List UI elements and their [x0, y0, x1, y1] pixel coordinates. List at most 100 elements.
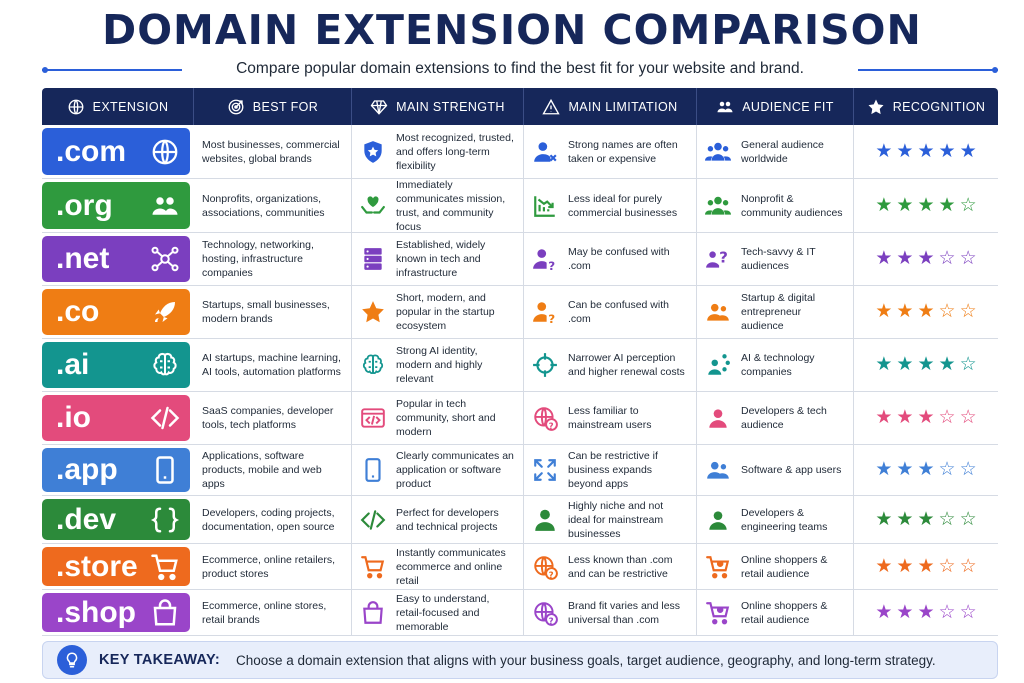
limitation-cell: Narrower AI perception and higher renewa…	[524, 339, 697, 391]
star-empty-icon: ☆	[938, 601, 956, 623]
header-label: RECOGNITION	[892, 99, 986, 114]
network-icon	[148, 242, 182, 276]
audience-text: Online shoppers & retail audience	[741, 553, 828, 580]
developer-icon	[705, 507, 731, 533]
extension-badge-shop: .shop	[42, 593, 190, 632]
limitation-text: May be confused with .com	[568, 246, 670, 272]
strength-text: Easy to understand, retail-focused and m…	[396, 592, 490, 633]
limitation-cell: ? Can be confused with .com	[524, 286, 697, 338]
extension-badge-dev: .dev	[42, 499, 190, 540]
diamond-icon	[370, 98, 388, 116]
audience-text: Tech-savvy & IT audiences	[741, 246, 816, 272]
table-row: .ai AI startups, machine learning, AI to…	[42, 339, 998, 392]
phone-icon	[360, 457, 386, 483]
best-for-cell: Nonprofits, organizations, associations,…	[194, 179, 352, 232]
extension-cell: .shop	[42, 590, 194, 635]
server-icon	[360, 246, 386, 272]
best-for-text: Developers, coding projects, documentati…	[202, 506, 335, 533]
star-filled-icon: ★	[917, 407, 935, 428]
best-for-text: Ecommerce, online stores, retail brands	[202, 599, 327, 626]
extension-label: .net	[56, 242, 110, 275]
audience-cell: Developers & engineering teams	[697, 496, 854, 543]
star-filled-icon: ★	[896, 459, 914, 480]
header-best-for: BEST FOR	[194, 88, 352, 125]
limitation-text: Less ideal for purely commercial busines…	[568, 192, 678, 219]
extension-badge-io: .io	[42, 395, 190, 441]
extension-cell: .co	[42, 286, 194, 338]
strength-cell: Popular in tech community, short and mod…	[352, 392, 524, 444]
users-question-icon: ?	[705, 246, 731, 272]
extension-cell: .dev	[42, 496, 194, 543]
page-subtitle: Compare popular domain extensions to fin…	[236, 60, 804, 77]
star-filled-icon: ★	[875, 140, 893, 162]
star-empty-icon: ☆	[938, 407, 956, 428]
star-filled-icon: ★	[917, 354, 935, 375]
best-for-cell: Technology, networking, hosting, infrast…	[194, 233, 352, 285]
star-filled-icon: ★	[917, 459, 935, 480]
limitation-cell: ? May be confused with .com	[524, 233, 697, 285]
header-label: MAIN STRENGTH	[396, 99, 505, 114]
phone-icon	[148, 453, 182, 487]
star-filled-icon: ★	[917, 555, 935, 577]
best-for-text: Applications, software products, mobile …	[202, 450, 322, 490]
limitation-cell: ? Brand fit varies and less universal th…	[524, 590, 697, 635]
star-filled-icon: ★	[917, 601, 935, 623]
strength-cell: Most recognized, trusted, and offers lon…	[352, 125, 524, 178]
header-extension: EXTENSION	[42, 88, 194, 125]
extension-cell: .app	[42, 445, 194, 495]
star-filled-icon: ★	[896, 407, 914, 428]
star-icon	[360, 299, 386, 325]
strength-cell: Instantly communicates ecommerce and onl…	[352, 544, 524, 589]
extension-label: .shop	[56, 595, 136, 629]
table-row: .shop Ecommerce, online stores, retail b…	[42, 590, 998, 636]
recognition-rating: ★ ★ ★ ☆ ☆	[854, 286, 998, 338]
star-filled-icon: ★	[917, 508, 935, 530]
star-filled-icon: ★	[875, 354, 893, 375]
extension-cell: .com	[42, 125, 194, 178]
strength-text: Instantly communicates ecommerce and onl…	[396, 546, 506, 587]
star-empty-icon: ☆	[959, 301, 977, 322]
best-for-text: Ecommerce, online retailers, product sto…	[202, 553, 336, 580]
header-main-strength: MAIN STRENGTH	[352, 88, 524, 125]
limitation-text: Can be restrictive if business expands b…	[568, 450, 658, 490]
star-filled-icon: ★	[896, 248, 914, 269]
comparison-table: EXTENSION BEST FOR MAIN STRENGTH MAIN LIMIT…	[42, 88, 998, 636]
strength-cell: Short, modern, and popular in the startu…	[352, 286, 524, 338]
user-x-icon	[532, 139, 558, 165]
star-empty-icon: ☆	[938, 248, 956, 269]
best-for-text: SaaS companies, developer tools, tech pl…	[202, 405, 334, 431]
subtitle-divider-right	[858, 67, 998, 73]
recognition-rating: ★ ★ ★ ☆ ☆	[854, 233, 998, 285]
star-filled-icon: ★	[875, 248, 893, 269]
strength-text: Established, widely known in tech and in…	[396, 239, 486, 279]
target-icon	[227, 98, 245, 116]
limitation-cell: Less ideal for purely commercial busines…	[524, 179, 697, 232]
header-main-limitation: MAIN LIMITATION	[524, 88, 697, 125]
header-audience-fit: AUDIENCE FIT	[697, 88, 854, 125]
audience-cell: Software & app users	[697, 445, 854, 495]
developer-icon	[705, 405, 731, 431]
crosshair-icon	[532, 352, 558, 378]
recognition-rating: ★ ★ ★ ☆ ☆	[854, 445, 998, 495]
recognition-rating: ★ ★ ★ ★ ☆	[854, 339, 998, 391]
star-filled-icon: ★	[917, 140, 935, 162]
globe-question-icon: ?	[532, 600, 558, 626]
globe-icon	[67, 98, 85, 116]
extension-label: .store	[56, 549, 138, 583]
star-icon	[867, 98, 885, 116]
best-for-text: Nonprofits, organizations, associations,…	[202, 192, 325, 219]
audience-cell: Nonprofit & community audiences	[697, 179, 854, 232]
svg-text:?: ?	[548, 259, 555, 272]
strength-text: Strong AI identity, modern and highly re…	[396, 345, 483, 385]
recognition-rating: ★ ★ ★ ☆ ☆	[854, 544, 998, 589]
group-icon	[705, 193, 731, 219]
star-empty-icon: ☆	[959, 601, 977, 623]
cart-icon	[360, 554, 386, 580]
code-icon	[360, 507, 386, 533]
limitation-text: Less known than .com and can be restrict…	[568, 553, 673, 580]
table-row: .org Nonprofits, organizations, associat…	[42, 179, 998, 233]
extension-label: .org	[56, 188, 113, 222]
best-for-cell: AI startups, machine learning, AI tools,…	[194, 339, 352, 391]
audience-text: AI & technology companies	[741, 352, 815, 378]
extension-label: .ai	[56, 348, 90, 381]
